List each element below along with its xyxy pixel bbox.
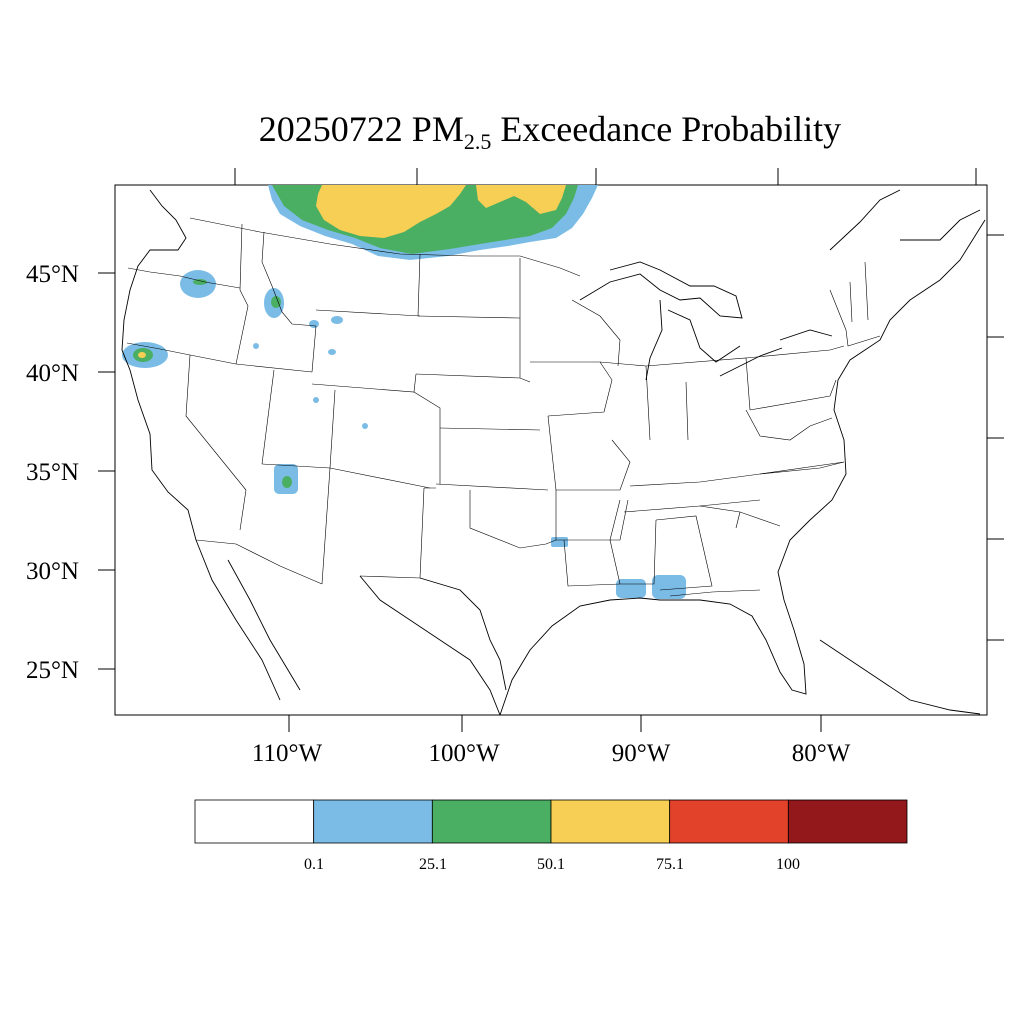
colorbar-swatch-4 xyxy=(669,799,789,844)
id-mt xyxy=(261,231,317,327)
co-ks-ne xyxy=(413,391,441,484)
colorbar-label-0: 0.1 xyxy=(304,856,324,873)
az-nm xyxy=(321,467,331,585)
mo-line xyxy=(547,415,631,491)
lon-label-80: 80°W xyxy=(792,740,851,767)
nd-sd xyxy=(417,315,521,319)
co-blue-small xyxy=(362,423,368,429)
ut-blue-small xyxy=(313,397,319,403)
new-england xyxy=(829,261,881,347)
va-nc xyxy=(759,461,845,475)
mexico-interior xyxy=(359,575,501,716)
gulf-coast xyxy=(499,597,807,716)
ks-ok xyxy=(435,483,549,491)
lat-label-35: 35°N xyxy=(26,459,79,486)
plume-yellow-1 xyxy=(316,185,466,238)
title-pollutant: PM xyxy=(411,109,464,149)
colorbar xyxy=(194,799,908,844)
al-blue xyxy=(652,575,686,599)
id-blue-small xyxy=(253,343,259,349)
tx-blue xyxy=(551,537,568,547)
caribbean-cuba xyxy=(819,639,981,715)
map-title: 20250722 PM2.5 Exceedance Probability xyxy=(0,108,1024,155)
lon-label-90: 90°W xyxy=(612,740,671,767)
title-date: 20250722 xyxy=(258,109,403,149)
pacific-coast xyxy=(121,189,197,541)
ga-fl xyxy=(669,589,761,597)
lat-label-30: 30°N xyxy=(26,558,79,585)
lat-labels: 45°N 40°N 35°N 30°N 25°N xyxy=(26,261,79,684)
great-lakes xyxy=(579,261,833,381)
ms-al xyxy=(609,499,657,585)
wa-id xyxy=(239,223,243,291)
ut-co xyxy=(329,389,336,469)
nc-sc-ga xyxy=(699,505,781,529)
wa-or xyxy=(127,267,241,289)
colorbar-label-3: 75.1 xyxy=(656,856,684,873)
or-green xyxy=(193,279,207,285)
ne-ks xyxy=(439,427,541,431)
or-id xyxy=(235,289,249,365)
ia-line xyxy=(530,361,613,417)
lon-label-110: 110°W xyxy=(252,740,323,767)
wy-blue-3 xyxy=(328,349,336,355)
title-rest: Exceedance Probability xyxy=(500,109,842,149)
colorbar-swatch-0 xyxy=(194,799,315,844)
colorbar-label-4: 100 xyxy=(776,856,800,873)
mt-wy xyxy=(315,309,421,317)
mt-dakotas xyxy=(417,253,421,317)
canada-east xyxy=(829,189,981,251)
ms-blue xyxy=(616,579,646,598)
colorbar-swatch-1 xyxy=(313,799,433,844)
colorbar-label-1: 25.1 xyxy=(419,856,447,873)
baja-coast xyxy=(195,539,301,701)
al-ga xyxy=(655,515,713,591)
ar-line xyxy=(555,490,629,541)
ca-nv xyxy=(185,354,247,531)
lon-labels: 110°W 100°W 90°W 80°W xyxy=(252,740,851,767)
wy-blue-2 xyxy=(331,316,343,324)
lat-label-45: 45°N xyxy=(26,261,79,288)
canada-border xyxy=(189,217,581,277)
title-subscript: 2.5 xyxy=(463,129,492,154)
id-green xyxy=(271,296,281,308)
wy-blue-1 xyxy=(309,320,319,328)
colorbar-swatch-5 xyxy=(787,799,908,844)
id-nv xyxy=(235,363,313,373)
colorbar-labels: 0.1 25.1 50.1 75.1 100 xyxy=(304,856,800,873)
colorbar-swatch-3 xyxy=(550,799,671,844)
lat-label-25: 25°N xyxy=(26,657,79,684)
colorbar-label-2: 50.1 xyxy=(537,856,565,873)
or-ca xyxy=(126,342,237,365)
plume-yellow-2 xyxy=(476,185,566,214)
atlantic-coast xyxy=(777,219,986,601)
wi-mi xyxy=(571,299,621,367)
lat-label-40: 40°N xyxy=(26,360,79,387)
az-mex xyxy=(195,539,323,585)
pa-ny xyxy=(745,345,845,411)
ca-yellow xyxy=(138,352,146,358)
ok-tx-panhandle xyxy=(424,487,557,549)
colorbar-swatch-2 xyxy=(431,799,552,844)
lon-label-100: 100°W xyxy=(428,740,499,767)
nv-ut xyxy=(261,369,275,465)
state-boundaries xyxy=(126,217,881,597)
texas-rio xyxy=(419,577,507,691)
probability-layer xyxy=(122,185,686,599)
id-wy xyxy=(311,325,317,373)
coastlines xyxy=(121,189,986,716)
az-green xyxy=(282,476,292,488)
axis-ticks xyxy=(98,168,1004,732)
la-line xyxy=(563,539,621,587)
va-wv xyxy=(745,409,833,441)
